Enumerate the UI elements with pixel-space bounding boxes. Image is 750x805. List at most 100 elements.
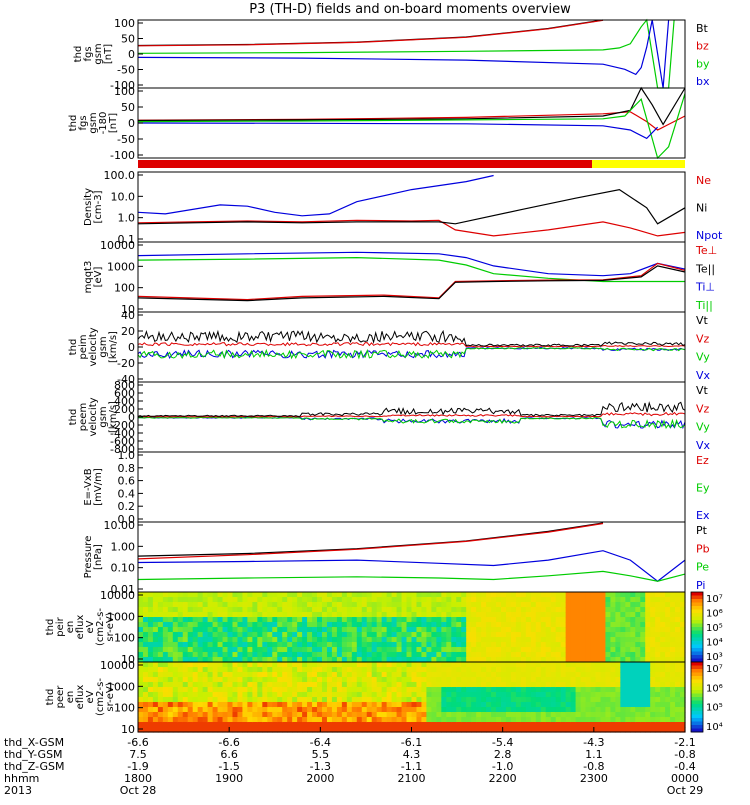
series-line-Ni <box>137 188 686 225</box>
series-line-black <box>137 329 686 347</box>
y-tick-label: 0 <box>128 411 135 424</box>
series-line-black <box>137 401 686 417</box>
y-axis-label: thd <box>68 339 79 356</box>
y-axis-label: gsm <box>98 406 109 427</box>
y-tick-label: 1.0 <box>118 212 136 225</box>
legend-entry: Ex <box>696 509 710 522</box>
y-axis-label: [cm-3] <box>93 190 104 223</box>
y-axis-label: gsm <box>88 112 99 133</box>
mode-bar <box>138 160 685 168</box>
y-tick-label: 40 <box>121 309 135 322</box>
panel-frame <box>137 241 686 313</box>
series-line-red <box>137 341 686 348</box>
x-tick-label: -5.4 <box>492 736 513 749</box>
y-tick-label: 1.00 <box>111 540 136 553</box>
y-tick-label: 200 <box>114 403 135 416</box>
y-axis-label: [nT] <box>103 44 114 64</box>
y-tick-label: -800 <box>110 443 135 456</box>
y-axis-label: sr-eV) <box>105 682 116 711</box>
y-axis-label: E=-VxB <box>83 468 94 505</box>
legend-entry: Pi <box>696 579 705 592</box>
series-line-bz <box>137 111 686 131</box>
legend-entry: Pt <box>696 524 708 537</box>
panel-frame <box>137 19 686 89</box>
mode-bar-red <box>138 160 593 168</box>
colorbar: 10⁷ 10⁶ 10⁵ 10⁴ 10³ <box>690 591 723 663</box>
series-line-Pi <box>137 550 686 582</box>
legend-entry: Vt <box>696 314 709 327</box>
heatmap-cells <box>138 592 686 663</box>
panel-frame <box>137 521 686 593</box>
x-tick-label: -1.3 <box>310 760 331 773</box>
series-line-bz <box>137 19 604 47</box>
y-tick-label: 0 <box>128 48 135 61</box>
x-tick-label: 6.6 <box>220 748 238 761</box>
panel-frame <box>137 171 686 243</box>
colorbar-tick-label: 10⁵ <box>706 623 723 634</box>
legend-entry: Pe <box>696 561 709 574</box>
heatmap-cells <box>138 662 686 733</box>
series-line-bx <box>137 122 659 140</box>
y-tick-label: 800 <box>114 379 135 392</box>
y-axis-label: peir <box>55 616 66 636</box>
y-tick-label: 0.01 <box>111 583 136 596</box>
legend-entry: Ti⊥ <box>695 281 715 294</box>
y-tick-label: 50 <box>121 33 135 46</box>
y-axis-label: [nPa] <box>93 544 104 570</box>
series-line-green <box>137 347 686 360</box>
legend-entry: bz <box>696 40 709 53</box>
legend-entry: Vz <box>696 402 710 415</box>
y-axis-label: en <box>65 621 76 634</box>
y-axis-label: [mV/m] <box>93 468 104 506</box>
y-axis-label: thd <box>68 409 79 426</box>
y-tick-label: 100 <box>114 702 135 715</box>
x-tick-label: 2200 <box>489 772 517 785</box>
x-row-label: hhmm <box>4 772 39 785</box>
colorbar-tick-label: 10⁶ <box>706 683 723 694</box>
y-axis-label: -180 <box>98 112 109 135</box>
legend-entry: Npot <box>696 229 723 242</box>
x-tick-label: 0000 <box>671 772 699 785</box>
y-tick-label: 10.00 <box>104 519 136 532</box>
x-tick-label: 1.1 <box>585 748 603 761</box>
y-tick-label: -200 <box>110 419 135 432</box>
panel-fgs_gsm_zoom: 100 50 0 -50 -100 thd fgs gsm -180 [nT] <box>68 85 686 162</box>
x-row-label: thd_X-GSM <box>4 736 64 749</box>
plot-title: P3 (TH-D) fields and on-board moments ov… <box>249 2 571 17</box>
y-tick-label: -100 <box>110 79 135 92</box>
y-axis-label: thd <box>45 689 56 706</box>
panel-temperature: 10000 1000 100 10 mqqt3 [eV] Te⊥ Te|| Ti⊥ Ti|| <box>83 239 717 316</box>
x-tick-label: -0.8 <box>674 748 695 761</box>
y-tick-label: 0.8 <box>118 462 136 475</box>
y-axis-label: thd <box>68 115 79 132</box>
colorbar: 10⁷ 10⁶ 10⁵ 10⁴ <box>690 661 723 733</box>
series-line-blue <box>137 416 686 430</box>
y-axis-label: sr-eV) <box>105 612 116 641</box>
legend-entry: Ey <box>696 482 710 495</box>
legend-entry: Vz <box>696 332 710 345</box>
y-tick-label: -40 <box>117 373 135 386</box>
y-tick-label: 0 <box>128 117 135 130</box>
series-line-Te⊥ <box>137 262 686 301</box>
y-axis-label: (cm2-s- <box>95 678 106 716</box>
y-tick-label: 10.0 <box>111 190 136 203</box>
y-axis-label: mqqt3 <box>83 261 94 294</box>
x-tick-label: -2.1 <box>674 736 695 749</box>
series-line-green <box>137 416 686 430</box>
y-tick-label: 600 <box>114 387 135 400</box>
y-axis-label: thd <box>45 619 56 636</box>
legend-entry: Ni <box>696 202 707 215</box>
legend-entry: Ne <box>696 174 711 187</box>
x-tick-label: -0.4 <box>674 760 695 773</box>
y-tick-label: 1000 <box>107 610 135 623</box>
series-line-by <box>137 18 675 89</box>
y-tick-label: 0.1 <box>118 233 136 246</box>
series-line-Pt <box>137 522 604 557</box>
colorbar-tick-label: 10⁴ <box>706 722 723 733</box>
y-axis-label: gsm <box>98 336 109 357</box>
legend-entry: Te⊥ <box>695 244 717 257</box>
legend-entry: Te|| <box>695 262 715 275</box>
y-axis-label: fgs <box>83 46 94 61</box>
